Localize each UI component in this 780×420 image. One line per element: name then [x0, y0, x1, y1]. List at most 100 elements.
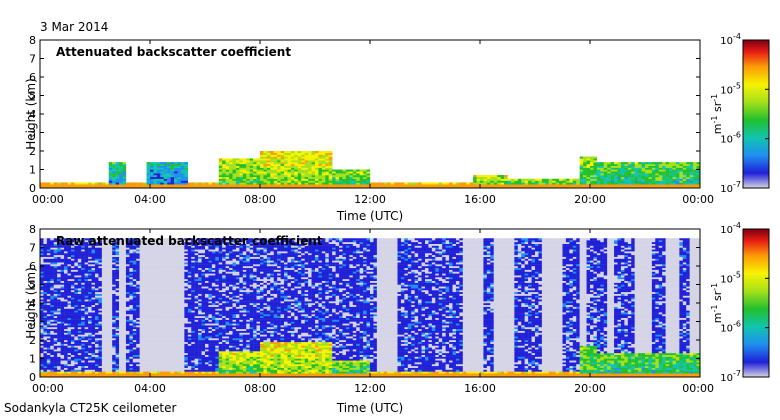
heatmap-cell [229, 184, 233, 187]
heatmap-cell [290, 151, 295, 154]
heatmap-cell [132, 275, 137, 278]
heatmap-cell [328, 186, 333, 189]
heatmap-cell [170, 266, 175, 269]
heatmap-cell [682, 171, 687, 174]
heatmap-cell [95, 282, 99, 285]
heatmap-cell [150, 334, 154, 337]
heatmap-cell [84, 325, 89, 328]
heatmap-cell [81, 269, 85, 272]
heatmap-cell [150, 238, 154, 241]
heatmap-cell [170, 301, 175, 304]
heatmap-cell [91, 256, 96, 259]
heatmap-cell [46, 291, 51, 294]
heatmap-cell [91, 340, 96, 343]
heatmap-cell [119, 373, 123, 376]
heatmap-cell [260, 175, 264, 178]
heatmap-cell [170, 247, 175, 250]
heatmap-cell [98, 354, 103, 357]
heatmap-cell [88, 340, 92, 343]
heatmap-cell [163, 306, 168, 309]
heatmap-cell [672, 167, 677, 170]
heatmap-cell [139, 315, 144, 318]
heatmap-cell [98, 303, 103, 306]
heatmap-cell [122, 273, 127, 276]
heatmap-cell [115, 375, 120, 378]
heatmap-cell [156, 356, 161, 359]
heatmap-cell [101, 186, 106, 189]
heatmap-cell [84, 238, 89, 241]
heatmap-cell [50, 365, 54, 368]
heatmap-cell [253, 178, 257, 181]
heatmap-cell [60, 258, 65, 261]
heatmap-cell [88, 293, 92, 296]
heatmap-cell [304, 154, 309, 157]
heatmap-cell [67, 243, 72, 246]
heatmap-cell [153, 347, 158, 350]
heatmap-cell [263, 156, 268, 159]
heatmap-cell [40, 317, 44, 320]
heatmap-cell [91, 243, 96, 246]
heatmap-cell [280, 176, 285, 179]
heatmap-cell [325, 167, 329, 170]
heatmap-cell [143, 327, 147, 330]
heatmap-cell [67, 341, 72, 344]
heatmap-cell [294, 184, 299, 187]
heatmap-cell [46, 271, 51, 274]
heatmap-cell [81, 260, 85, 263]
heatmap-cell [74, 317, 79, 320]
heatmap-cell [301, 169, 305, 172]
heatmap-cell [129, 184, 134, 187]
heatmap-cell [160, 182, 164, 185]
heatmap-cell [146, 360, 151, 363]
heatmap-cell [105, 282, 109, 285]
heatmap-cell [153, 304, 158, 307]
heatmap-cell [304, 158, 309, 161]
heatmap-cell [174, 325, 178, 328]
heatmap-cell [156, 354, 161, 357]
heatmap-cell [266, 176, 271, 179]
heatmap-cell [284, 152, 288, 155]
heatmap-cell [132, 254, 137, 257]
heatmap-cell [132, 256, 137, 259]
heatmap-cell [662, 171, 666, 174]
heatmap-cell [153, 310, 158, 313]
heatmap-cell [160, 282, 164, 285]
heatmap-cell [177, 167, 182, 170]
heatmap-cell [129, 365, 134, 368]
heatmap-cell [490, 176, 494, 179]
heatmap-cell [297, 163, 302, 166]
heatmap-cell [57, 369, 61, 372]
heatmap-cell [174, 267, 178, 270]
heatmap-cell [105, 251, 109, 254]
heatmap-cell [119, 365, 123, 368]
heatmap-cell [696, 165, 701, 168]
heatmap-cell [170, 163, 175, 166]
heatmap-cell [177, 284, 182, 287]
heatmap-cell [418, 186, 422, 189]
heatmap-cell [655, 165, 659, 168]
heatmap-cell [170, 336, 175, 339]
heatmap-cell [153, 165, 158, 168]
heatmap-cell [43, 286, 48, 289]
heatmap-cell [304, 152, 309, 155]
heatmap-cell [67, 262, 72, 265]
heatmap-cell [174, 249, 178, 252]
heatmap-cell [84, 336, 89, 339]
heatmap-cell [586, 178, 591, 181]
heatmap-cell [163, 243, 168, 246]
heatmap-cell [43, 271, 48, 274]
heatmap-cell [352, 171, 357, 174]
heatmap-cell [43, 182, 48, 185]
heatmap-cell [98, 295, 103, 298]
heatmap-cell [74, 327, 79, 330]
heatmap-cell [112, 365, 116, 368]
heatmap-cell [125, 328, 130, 331]
heatmap-cell [421, 186, 426, 189]
heatmap-cell [253, 176, 257, 179]
heatmap-cell [153, 323, 158, 326]
heatmap-cell [242, 167, 247, 170]
heatmap-cell [579, 163, 584, 166]
heatmap-cell [273, 180, 278, 183]
heatmap-cell [112, 310, 116, 313]
heatmap-cell [129, 303, 134, 306]
